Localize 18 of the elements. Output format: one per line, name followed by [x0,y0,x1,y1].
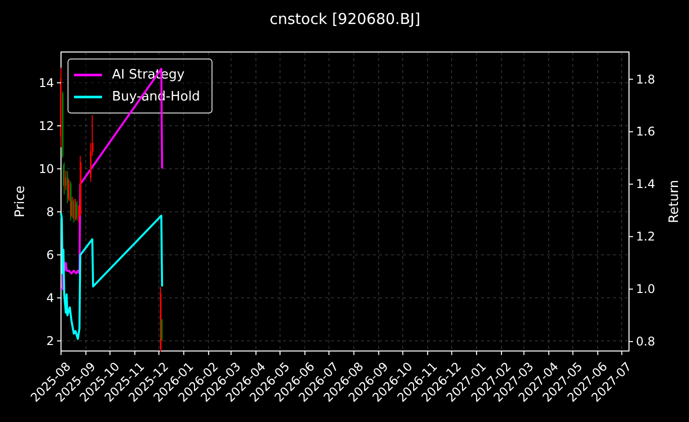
chart-title: cnstock [920680.BJ] [270,10,420,28]
y-axis-title: Price [13,186,28,218]
y2-tick-label: 1.8 [636,72,656,86]
y-tick-label: 12 [38,118,54,133]
y2-tick-label: 1.0 [636,282,656,296]
y-tick-label: 10 [38,162,54,176]
y2-axis-title: Return [667,180,682,224]
y2-tick-label: 0.8 [636,334,656,349]
y-tick-label: 8 [46,204,54,219]
y-tick-label: 6 [46,248,54,262]
y-tick-label: 2 [46,334,54,348]
y-tick-label: 4 [46,290,54,305]
y2-tick-label: 1.6 [636,124,656,139]
candlestick [63,162,65,196]
y-tick-label: 14 [38,76,54,90]
y2-tick-label: 1.4 [636,177,656,192]
line-series [60,212,164,340]
y2-tick-label: 1.2 [636,230,656,244]
